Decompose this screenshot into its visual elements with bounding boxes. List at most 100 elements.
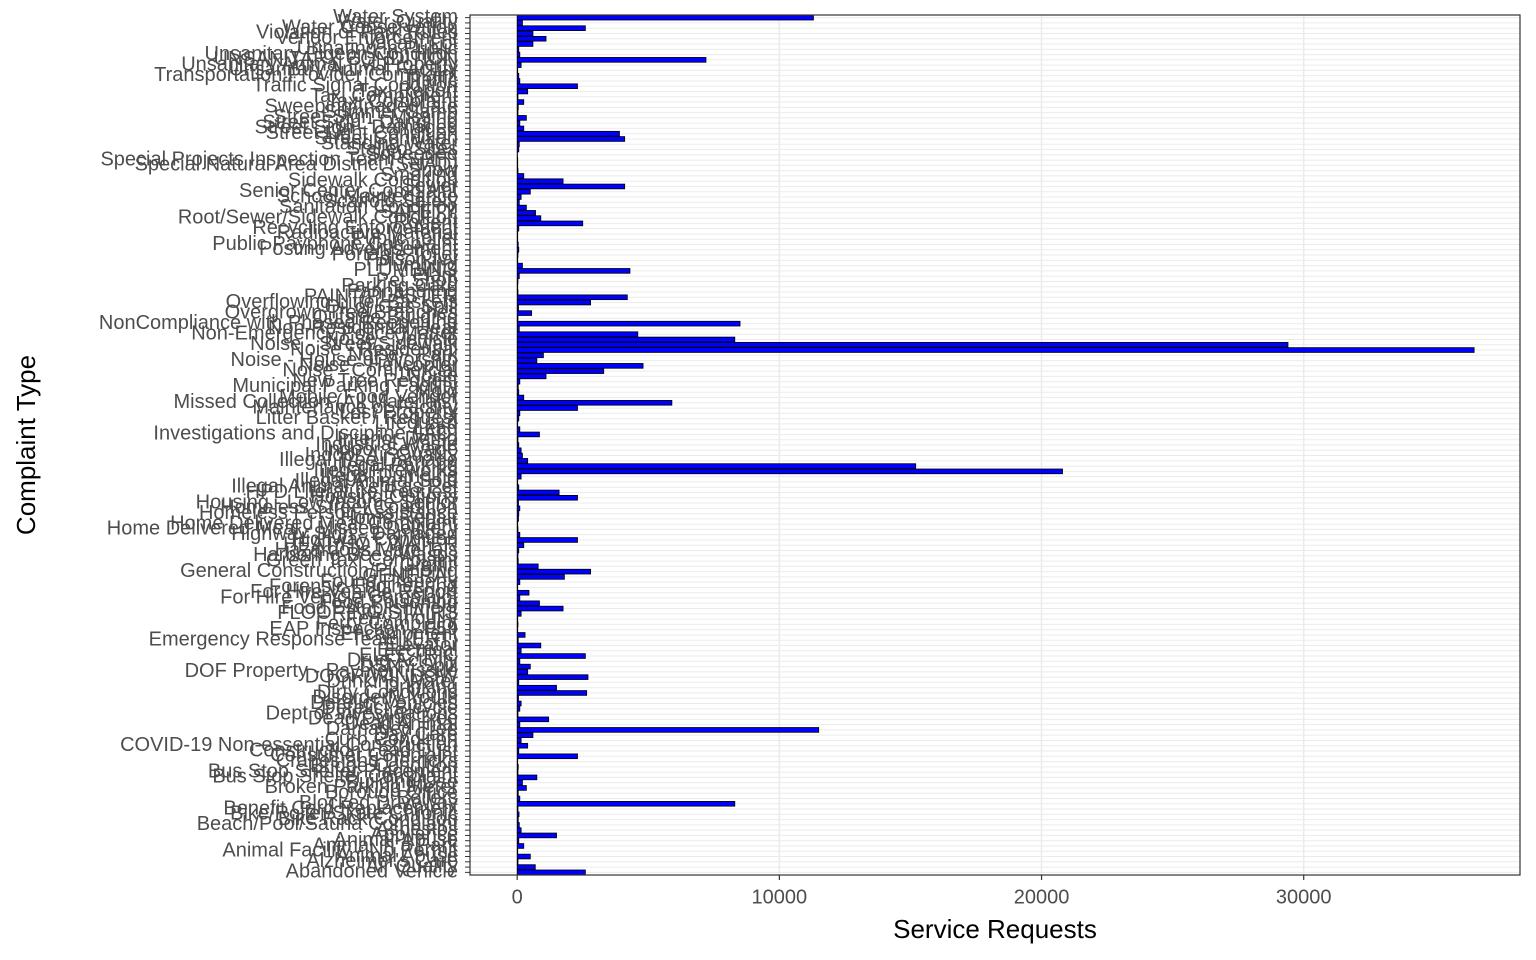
bar	[516, 241, 519, 248]
bar	[516, 574, 565, 580]
bar	[516, 225, 520, 232]
bar	[516, 642, 542, 649]
bar	[516, 57, 707, 63]
y-tick-label: Green Taxi Complaint	[266, 549, 458, 571]
bar	[516, 753, 578, 760]
y-tick-label: EAP Inspection - F59	[269, 618, 458, 640]
y-tick-label: Illegal Tree Damage	[279, 449, 458, 471]
y-tick-label: DOOR/WINDOW	[305, 665, 458, 687]
y-tick-label: HPD Literature Request	[246, 481, 459, 503]
y-tick-label: Missed Collection (All Materials)	[173, 391, 458, 413]
y-tick-label: Air Quality	[366, 855, 458, 877]
bar	[516, 510, 520, 517]
y-tick-label: Illegal Dumping	[320, 465, 458, 487]
bar	[516, 853, 531, 860]
y-tick-label: Noise - Commercial	[282, 359, 458, 381]
bar	[516, 157, 519, 163]
bar	[516, 790, 519, 796]
y-tick-label: Taxi Report	[357, 80, 459, 102]
bar	[516, 294, 628, 301]
bar	[516, 431, 540, 438]
bar	[516, 737, 522, 744]
y-tick-label: Sidewalk Condition	[288, 169, 458, 191]
y-tick-label: Drinking	[385, 676, 458, 698]
y-tick-label: For Hire Vehicle Report	[250, 581, 458, 603]
bar	[516, 595, 521, 601]
y-tick-label: Curb Condition	[325, 729, 458, 751]
bar	[516, 658, 521, 665]
y-tick-label: Asbestos	[376, 818, 458, 840]
y-tick-label: Municipal Parking Facility	[232, 375, 458, 397]
y-tick-label: Plant	[412, 264, 458, 286]
bar	[516, 864, 536, 870]
bar	[516, 109, 519, 116]
y-tick-label: Consumer Complaint	[270, 745, 458, 767]
y-tick-label: Indoor Air Quality	[305, 444, 458, 466]
bar	[516, 684, 557, 691]
y-tick-label: Derelict Vehicles	[310, 692, 458, 714]
bar	[516, 468, 1063, 475]
y-tick-label: Elevator	[385, 634, 459, 656]
bar	[516, 204, 527, 211]
x-tick-label: 20000	[1014, 886, 1070, 908]
bar	[516, 378, 521, 385]
bar	[516, 410, 521, 417]
bar	[516, 679, 520, 686]
y-tick-label: Portable Toilet	[332, 243, 459, 265]
y-tick-label: Traffic Signal Condition	[252, 75, 458, 97]
bar	[516, 547, 520, 554]
bar	[516, 837, 520, 844]
bar	[516, 320, 741, 327]
bar	[516, 611, 522, 617]
y-tick-label: Building/Use	[346, 771, 458, 793]
bar	[516, 384, 519, 390]
bar	[516, 125, 525, 132]
y-tick-label: Traffic	[404, 69, 458, 91]
y-tick-label: Snow	[408, 159, 459, 181]
y-tick-label: Water Conservation	[282, 16, 458, 38]
bar	[516, 727, 820, 733]
y-tick-label: Bridge Condition	[310, 755, 458, 777]
bar	[516, 653, 586, 659]
bar	[516, 357, 538, 364]
y-tick-label: DSNY Spill	[359, 655, 458, 677]
x-tick-label: 0	[512, 886, 523, 908]
y-tick-label: Illegal Animal Sold	[295, 470, 458, 492]
y-tick-label: Construction Lead Dust	[249, 739, 458, 761]
bar	[516, 769, 519, 775]
y-tick-label: Non-Emergency Police Matter	[191, 322, 458, 344]
y-tick-label: Graffiti	[399, 555, 458, 577]
bar	[516, 816, 519, 823]
bar	[516, 521, 519, 527]
y-tick-label: Transportation Provider Complaint	[154, 64, 458, 86]
y-tick-label: Bike/Roller/Skate Chronic	[230, 803, 458, 825]
y-tick-label: Rodent	[394, 212, 459, 234]
bar	[516, 669, 529, 675]
bar	[516, 732, 534, 738]
bar	[516, 220, 584, 227]
y-tick-label: Highway Sign - Damaged	[231, 523, 458, 545]
y-tick-label: Noise - Vehicle	[325, 328, 458, 350]
bar	[516, 104, 519, 111]
bar	[516, 690, 588, 696]
bar	[516, 299, 591, 306]
y-tick-label: Noise - Park	[348, 344, 459, 366]
y-tick-label: Parking Card	[341, 275, 458, 297]
y-tick-label: Summer Camp	[324, 101, 458, 123]
bar	[516, 20, 523, 26]
y-tick-label: General Construction/Plumbing	[180, 560, 458, 582]
y-tick-label: Lifeguard	[375, 412, 458, 434]
y-tick-label: ELECTRIC	[359, 644, 458, 666]
bar	[516, 373, 547, 380]
y-tick-label: Taxi Complaint	[327, 90, 459, 112]
bar	[516, 236, 519, 243]
y-tick-label: Vacant Lot	[364, 32, 459, 54]
bar	[516, 210, 536, 216]
bar	[516, 500, 519, 506]
bars	[516, 14, 1475, 876]
y-tick-label: Street Sign - Damaged	[255, 117, 458, 139]
bar	[516, 542, 525, 549]
bar	[516, 811, 520, 818]
y-tick-label: Animal-Abuse	[333, 829, 458, 851]
bar	[516, 700, 522, 707]
